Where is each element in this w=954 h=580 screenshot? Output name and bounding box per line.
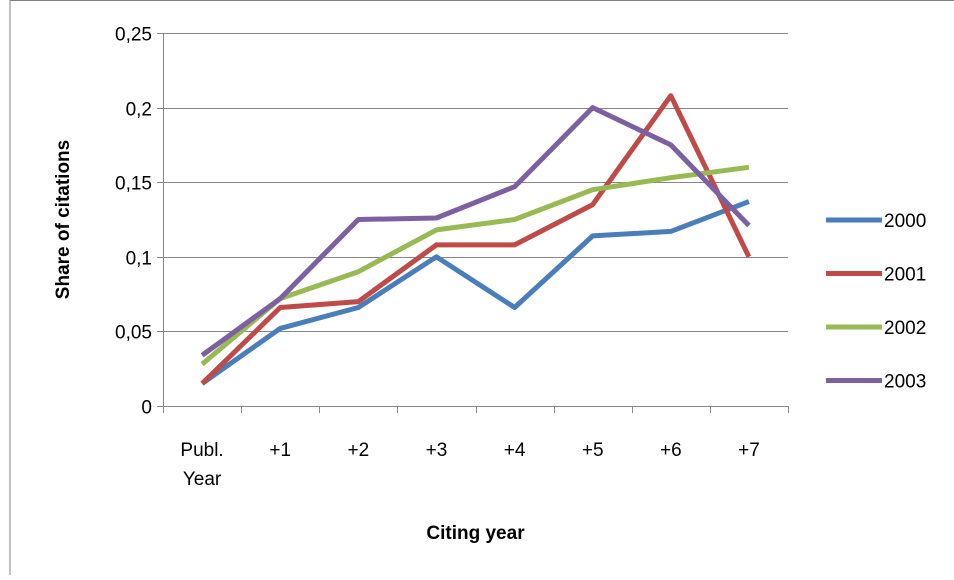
series-line-2001 [200, 93, 752, 386]
x-tick-label: +3 [426, 440, 448, 461]
y-tick-label: 0,05 [115, 323, 152, 344]
x-tick-label: +7 [738, 440, 760, 461]
x-tick-label: +5 [582, 440, 604, 461]
y-tick-label: 0,25 [115, 25, 152, 46]
series-line-2002 [200, 164, 750, 367]
x-tick-label: +6 [660, 440, 682, 461]
legend-label: 2000 [884, 211, 926, 232]
y-axis-title: Share of citations [53, 140, 74, 299]
series-line-2000 [200, 199, 750, 386]
x-axis-title: Citing year [426, 523, 525, 544]
x-tick-label: +2 [347, 440, 369, 461]
legend-label: 2003 [884, 372, 926, 393]
series-line-2003 [200, 105, 751, 358]
x-tick-label: Publ. Year [180, 440, 223, 490]
legend-label: 2001 [884, 265, 926, 286]
x-tick-label: +4 [504, 440, 526, 461]
y-tick-label: 0,1 [126, 249, 152, 270]
y-tick-label: 0 [141, 398, 152, 419]
x-tick-label: +1 [269, 440, 291, 461]
y-tick-label: 0,2 [126, 100, 152, 121]
y-tick-label: 0,15 [115, 174, 152, 195]
legend-label: 2002 [884, 318, 926, 339]
